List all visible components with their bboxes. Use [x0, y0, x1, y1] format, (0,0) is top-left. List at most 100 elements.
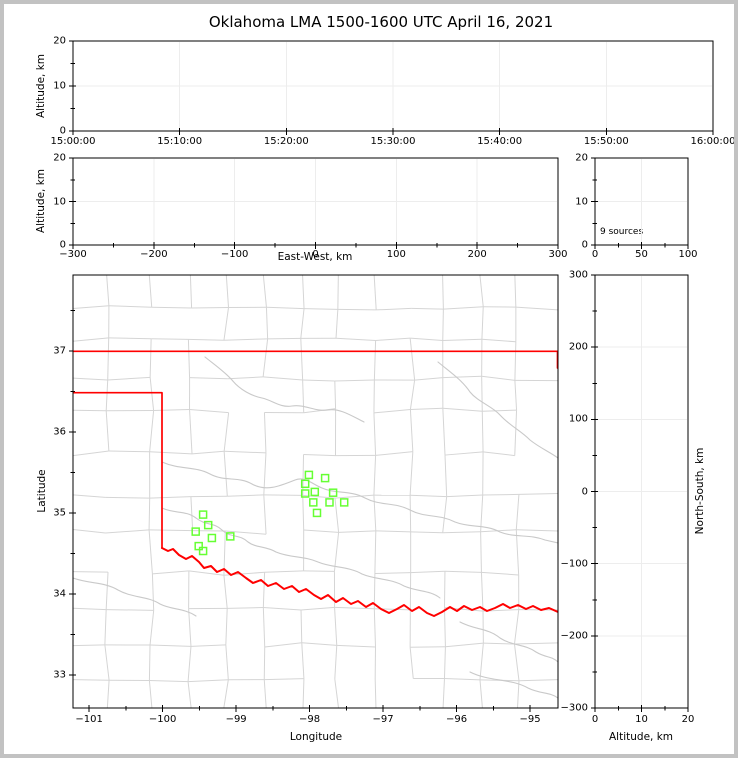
plot-graphic	[104, 609, 107, 645]
lma-source-marker	[320, 473, 330, 483]
latitude-tick-label: 33	[53, 669, 66, 681]
plot-graphic	[376, 307, 412, 311]
plot-graphic	[444, 570, 482, 573]
plot-graphic	[108, 305, 152, 308]
plot-graphic	[302, 495, 305, 531]
plot-graphic	[374, 678, 377, 708]
north-south-tick-label: −100	[560, 558, 588, 570]
plot-graphic	[204, 356, 365, 423]
plot-graphic	[73, 377, 108, 381]
plot-graphic	[190, 644, 226, 647]
figure-title: Oklahoma LMA 1500-1600 UTC April 16, 202…	[208, 13, 554, 31]
plot-graphic	[302, 379, 305, 413]
plot-graphic	[334, 645, 338, 680]
map-xlabel: Longitude	[289, 731, 343, 743]
panel-frame	[72, 274, 559, 709]
plot-graphic	[444, 455, 448, 497]
plot-graphic	[303, 529, 339, 533]
plot-graphic	[514, 380, 518, 411]
plot-graphic	[263, 412, 267, 453]
time-axis-tick-label: 15:40:00	[477, 136, 523, 147]
plot-graphic	[148, 498, 151, 530]
hist-axis-tick-label: 0	[591, 249, 599, 260]
plot-graphic	[150, 644, 191, 647]
plot-graphic	[445, 642, 484, 648]
ew-axis-tick-label: 0	[312, 249, 319, 260]
plot-graphic	[227, 494, 264, 497]
plot-graphic	[73, 679, 110, 681]
lma-source-marker	[328, 488, 338, 497]
plot-graphic	[300, 610, 303, 643]
plot-graphic	[442, 338, 482, 342]
plot-graphic	[513, 609, 520, 645]
plot-graphic	[223, 451, 228, 497]
altitude-axis-tick-label: 0	[59, 125, 66, 137]
plot-graphic	[409, 338, 416, 381]
plot-graphic	[334, 498, 340, 533]
plot-graphic	[301, 642, 305, 679]
plot-graphic	[375, 451, 413, 456]
plot-graphic	[442, 275, 444, 310]
plot-graphic	[148, 275, 153, 308]
hist-axis-tick-label: 100	[678, 249, 698, 260]
plot-graphic	[479, 275, 484, 307]
plot-graphic	[149, 377, 155, 411]
ew-axis-tick-label: −300	[59, 249, 87, 260]
plot-graphic	[515, 306, 558, 311]
ns-altitude-tick-label: 10	[635, 714, 648, 725]
plot-graphic	[409, 451, 414, 496]
plot-graphic	[300, 308, 305, 339]
plot-graphic	[481, 376, 483, 412]
hist-axis-tick-label: 20	[575, 152, 588, 164]
plot-graphic	[515, 494, 520, 530]
plot-graphic	[149, 451, 193, 455]
plot-graphic	[483, 642, 515, 645]
plot-graphic	[225, 644, 229, 680]
plot-graphic	[442, 408, 446, 456]
plot-graphic	[336, 644, 376, 648]
plot-graphic	[188, 570, 224, 576]
plot-graphic	[223, 679, 229, 708]
plot-graphic	[334, 678, 340, 708]
plot-graphic	[224, 450, 266, 454]
plot-graphic	[442, 531, 481, 534]
altitude-axis-tick-label: 10	[53, 196, 66, 207]
plot-graphic	[266, 306, 305, 310]
plot-graphic	[302, 275, 305, 309]
plot-graphic	[73, 644, 105, 647]
plot-graphic	[514, 275, 517, 308]
time-axis-tick-label: 15:10:00	[157, 136, 203, 147]
lma-source-marker	[194, 541, 203, 551]
hist-axis-tick-label: 10	[575, 196, 588, 207]
plot-graphic	[227, 607, 264, 609]
plot-graphic	[105, 496, 150, 499]
plot-graphic	[73, 450, 109, 457]
plot-graphic	[189, 409, 229, 414]
plot-graphic	[151, 338, 189, 340]
plot-graphic	[73, 391, 163, 549]
altitude-axis-tick-label: 0	[59, 239, 66, 251]
plot-graphic	[152, 570, 189, 575]
ew-axis-tick-label: 200	[467, 249, 487, 260]
plot-graphic	[264, 570, 304, 573]
plot-graphic	[73, 305, 109, 310]
plot-graphic	[265, 307, 269, 339]
plot-graphic	[517, 680, 520, 708]
altitude-axis-tick-label: 20	[53, 35, 66, 47]
plot-graphic	[446, 494, 483, 498]
plot-graphic	[149, 529, 193, 532]
plot-graphic	[149, 338, 152, 378]
ew-axis-tick-label: −100	[220, 249, 249, 260]
plot-graphic	[263, 494, 267, 535]
plot-graphic	[334, 606, 375, 610]
ew-axis-tick-label: −200	[140, 249, 168, 260]
plot-graphic	[149, 610, 155, 646]
plot-graphic	[148, 645, 151, 681]
plot-graphic	[73, 337, 109, 342]
plot-graphic	[301, 642, 337, 646]
lma-source-marker	[191, 527, 200, 536]
plot-graphic	[414, 377, 443, 381]
plot-graphic	[514, 642, 558, 645]
ns-altitude-tick-label: 20	[681, 714, 695, 725]
